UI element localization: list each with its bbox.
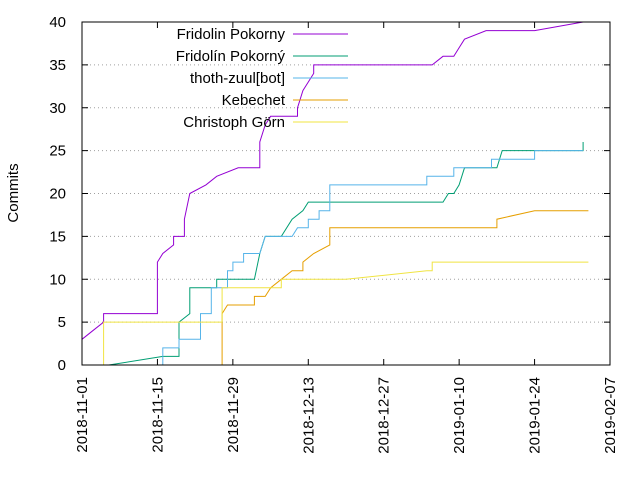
y-tick-label: 25 [49,143,66,160]
series-line [162,150,584,365]
series-line [108,142,584,366]
series-line [103,261,589,365]
x-tick-label: 2018-11-15 [149,377,166,453]
series-line [81,21,584,357]
x-tick-label: 2018-12-13 [300,377,317,454]
y-tick-label: 0 [58,357,66,374]
x-tick-label: 2018-11-29 [225,377,242,453]
y-ticks: 0 5 10 15 20 25 30 35 40 [49,14,610,374]
y-tick-label: 20 [49,186,66,203]
x-tick-label: 2019-01-10 [451,377,468,454]
legend-label: Christoph Görn [183,114,285,131]
legend: Fridolin Pokorny Fridolín Pokorný thoth-zu… [176,26,348,131]
x-ticks: 2018-11-01 2018-11-15 2018-11-29 2018-12-13… [74,22,619,454]
y-tick-label: 15 [49,228,66,245]
x-tick-label: 2019-01-24 [527,377,544,454]
x-tick-label: 2018-11-01 [74,377,91,453]
legend-label: Fridolin Pokorny [177,26,286,43]
series-line [221,210,589,365]
y-tick-label: 30 [49,100,66,117]
y-tick-label: 40 [49,14,66,31]
x-tick-label: 2019-02-07 [602,377,619,454]
y-tick-label: 10 [49,271,66,288]
x-tick-label: 2018-12-27 [376,377,393,454]
y-tick-label: 35 [49,57,66,74]
series-layer [81,21,589,366]
y-tick-label: 5 [58,314,66,331]
legend-label: thoth-zuul[bot] [190,70,285,87]
grid-layer [82,64,610,323]
y-axis-label: Commits [5,163,22,222]
legend-label: Kebechet [222,92,286,109]
legend-label: Fridolín Pokorný [176,48,286,65]
